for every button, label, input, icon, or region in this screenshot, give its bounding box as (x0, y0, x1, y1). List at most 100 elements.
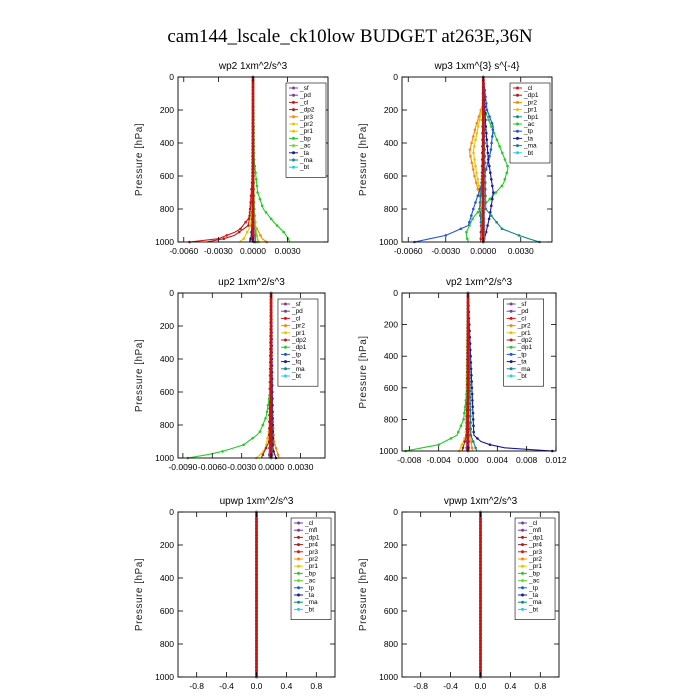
legend-marker (283, 316, 287, 320)
legend-marker (292, 144, 295, 148)
data-point (476, 194, 480, 198)
legend-marker (521, 557, 525, 561)
y-tick-label: 400 (160, 573, 174, 583)
x-tick-label: 0.4 (504, 681, 516, 691)
y-tick-label: 800 (384, 414, 398, 424)
data-point (282, 230, 286, 234)
legend-marker (509, 316, 513, 320)
y-tick-label: 1000 (379, 672, 398, 682)
data-point (472, 207, 475, 211)
x-tick-label: 0.004 (487, 455, 509, 465)
legend-marker (509, 367, 513, 371)
data-point (479, 214, 482, 217)
data-point (255, 184, 259, 188)
data-point (239, 227, 242, 231)
legend-marker (297, 607, 301, 611)
data-point (475, 121, 479, 125)
data-point (478, 118, 481, 122)
data-point (286, 237, 290, 240)
y-tick-label: 1000 (379, 446, 398, 456)
data-point (479, 194, 482, 198)
legend-label: _cl (291, 315, 301, 322)
data-point (503, 178, 507, 181)
panel-title: up2 1xm^2/s^3 (218, 277, 285, 288)
panel-title: vp2 1xm^2/s^3 (446, 277, 513, 288)
data-point (449, 437, 453, 440)
data-point (259, 234, 262, 237)
legend-label: _ta (304, 592, 314, 599)
y-tick-label: 800 (384, 639, 398, 649)
legend-marker (292, 115, 295, 119)
data-point (469, 414, 472, 418)
legend-label: _dp2 (291, 337, 307, 344)
data-point (473, 158, 476, 161)
legend-marker (283, 331, 287, 335)
data-point (484, 118, 487, 122)
data-point (476, 178, 480, 181)
data-point (469, 402, 472, 405)
data-point (490, 178, 493, 181)
panel-4: vp2 1xm^2/s^3 Pressure [hPa] 0 200 400 600 800… (358, 277, 567, 465)
data-point (474, 138, 477, 141)
y-tick-label: 600 (384, 171, 398, 181)
data-point (459, 424, 463, 428)
y-tick-label: 800 (160, 420, 174, 430)
x-tick-label: 0.0000 (258, 462, 284, 472)
data-point (471, 399, 474, 402)
data-point (486, 151, 490, 155)
data-point (261, 453, 265, 457)
series-cl (188, 75, 255, 244)
legend-marker (292, 100, 295, 104)
data-point (470, 214, 473, 217)
series-line (206, 77, 254, 243)
legend: _sf_pd_cl_dp2_pr3_pr2_pr1_bp_ac_ta_ma_bt (285, 82, 327, 178)
legend-marker (297, 600, 301, 604)
data-point (485, 108, 489, 112)
data-point (498, 145, 501, 148)
legend-marker (521, 521, 525, 525)
legend-marker (292, 129, 295, 133)
data-point (469, 361, 473, 364)
data-point (471, 411, 475, 415)
x-tick-label: 0.4 (280, 681, 292, 691)
legend-marker (283, 367, 287, 371)
legend-label: _dp1 (291, 344, 307, 351)
legend-label: _tp (304, 585, 314, 592)
y-tick-label: 0 (169, 288, 174, 298)
data-point (487, 217, 491, 221)
legend-label: _dp1 (523, 92, 539, 99)
legend-label: _sf (517, 301, 527, 308)
panel-6: vpwp 1xm^2/s^3 Pressure [hPa] 0 200 400 600 80… (358, 496, 560, 691)
y-tick-label: 600 (384, 383, 398, 393)
data-point (487, 118, 490, 122)
legend-marker (292, 108, 295, 112)
data-point (237, 230, 241, 234)
legend-marker (297, 557, 301, 561)
legend-marker (283, 309, 287, 313)
x-tick-label: -0.004 (427, 455, 451, 465)
data-point (476, 437, 479, 440)
y-tick-label: 600 (160, 606, 174, 616)
data-point (463, 440, 467, 443)
legend-marker (509, 338, 513, 342)
legend-label: _pr2 (304, 556, 318, 563)
data-point (465, 230, 468, 234)
legend-label: _cl (299, 99, 309, 106)
data-point (463, 405, 467, 409)
data-point (484, 125, 488, 128)
legend-label: _ac (528, 578, 540, 585)
data-point (244, 220, 247, 224)
data-point (488, 164, 491, 168)
y-tick-label: 0 (393, 288, 398, 298)
data-point (488, 154, 491, 158)
x-tick-label: -0.0090 (168, 462, 197, 472)
legend-label: _cl (304, 520, 314, 527)
data-point (469, 421, 473, 424)
legend: _cl_dp1_pr2_pr1_bp1_ac_tp_ta_ma_bt (509, 82, 551, 164)
legend-label: _bp (528, 570, 540, 577)
data-point (490, 141, 493, 145)
series-line (238, 77, 254, 243)
x-tick-label: 0.012 (545, 455, 567, 465)
legend-label: _bt (523, 150, 533, 157)
y-tick-label: 200 (160, 540, 174, 550)
